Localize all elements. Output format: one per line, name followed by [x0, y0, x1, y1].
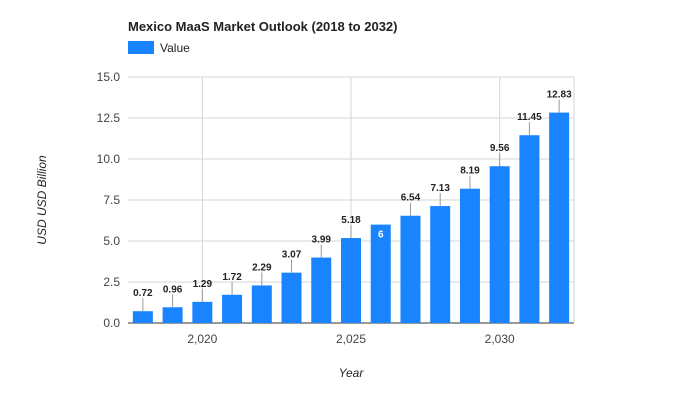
data-label: 11.45	[517, 112, 542, 123]
bar	[549, 112, 570, 323]
bar	[132, 311, 153, 323]
data-label: 7.13	[430, 183, 450, 194]
y-tick-label: 0.0	[103, 316, 120, 330]
y-tick-label: 15.0	[97, 70, 121, 84]
legend: Value	[128, 41, 190, 55]
bar	[162, 307, 183, 323]
data-label: 3.99	[312, 235, 332, 246]
bar	[281, 272, 302, 323]
data-label: 2.29	[252, 262, 272, 273]
plot-area: 0.0 2.5 5.0 7.5 10.0 12.5 15.0 2,020 2,025 2,030 0…	[97, 70, 575, 346]
y-tick-label: 12.5	[97, 111, 121, 125]
bar	[459, 188, 480, 323]
legend-label: Value	[160, 41, 190, 55]
x-tick-label: 2,025	[336, 332, 366, 346]
data-label: 6	[378, 230, 384, 241]
data-label: 1.29	[193, 279, 213, 290]
y-axis-title: USD USD Billion	[35, 155, 49, 245]
bar	[430, 206, 451, 323]
bar	[341, 238, 361, 323]
data-label: 5.18	[341, 215, 361, 226]
data-label: 12.83	[547, 90, 572, 101]
data-label: 0.96	[163, 284, 183, 295]
x-axis-title: Year	[339, 366, 365, 380]
bar	[370, 224, 391, 323]
y-tick-label: 7.5	[103, 193, 120, 207]
bar	[222, 294, 243, 323]
y-tick-label: 5.0	[103, 234, 120, 248]
bar	[400, 215, 421, 323]
data-label: 3.07	[282, 250, 302, 261]
y-tick-label: 10.0	[97, 152, 121, 166]
data-label: 9.56	[490, 143, 510, 154]
bar	[192, 301, 213, 323]
bar	[311, 257, 332, 323]
legend-swatch	[128, 41, 154, 54]
bar	[489, 166, 510, 323]
data-label: 8.19	[460, 166, 480, 177]
bar	[251, 285, 272, 323]
data-label: 1.72	[222, 272, 242, 283]
data-label: 0.72	[133, 288, 153, 299]
x-tick-label: 2,020	[187, 332, 217, 346]
bar	[519, 135, 540, 323]
y-tick-label: 2.5	[103, 275, 120, 289]
data-label: 6.54	[401, 193, 421, 204]
chart-title: Mexico MaaS Market Outlook (2018 to 2032…	[128, 19, 397, 34]
x-tick-label: 2,030	[485, 332, 515, 346]
